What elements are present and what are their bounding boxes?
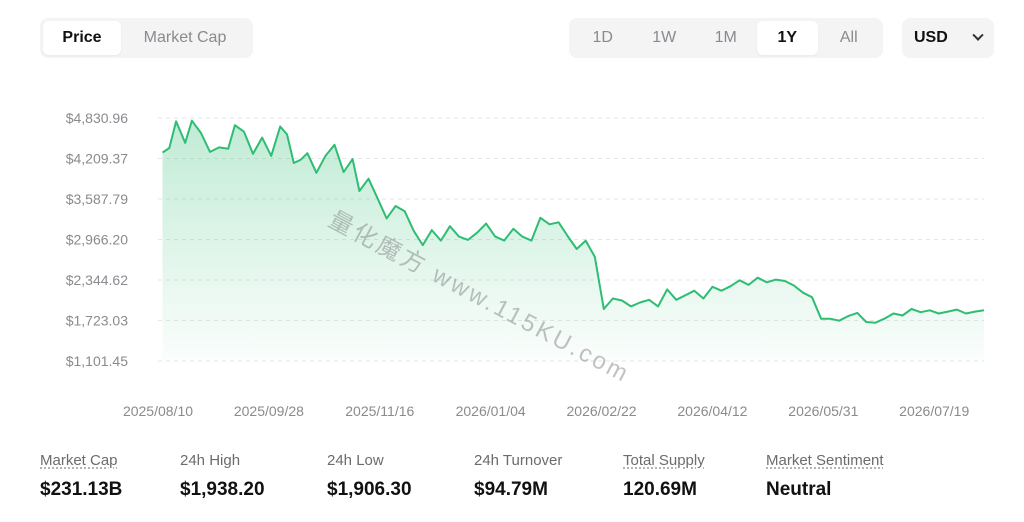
stats-row: Market Cap $231.13B 24h High $1,938.20 2…	[0, 452, 1024, 512]
x-tick-label: 2026/07/19	[899, 403, 969, 419]
stat-label[interactable]: Market Cap	[40, 452, 118, 469]
stat-label[interactable]: Market Sentiment	[766, 452, 884, 469]
x-tick-label: 2026/05/31	[788, 403, 858, 419]
stat-label: 24h Turnover	[474, 452, 563, 469]
stat-value: $94.79M	[474, 479, 548, 500]
range-1y[interactable]: 1Y	[756, 21, 818, 55]
chart-type-tabs: Price Market Cap	[40, 18, 253, 58]
stat-value: Neutral	[766, 479, 832, 500]
y-tick-label: $4,209.37	[66, 151, 128, 167]
stat-label[interactable]: Total Supply	[623, 452, 705, 469]
y-tick-label: $1,101.45	[66, 353, 128, 369]
tab-price[interactable]: Price	[43, 21, 121, 55]
stat-total-supply: Total Supply 120.69M	[623, 452, 705, 501]
stat-market-cap: Market Cap $231.13B	[40, 452, 122, 501]
x-axis: 2025/08/10 2025/09/28 2025/11/16 2026/01/04…	[123, 403, 969, 419]
stat-24h-turnover: 24h Turnover $94.79M	[474, 452, 562, 501]
x-tick-label: 2025/08/10	[123, 403, 193, 419]
x-tick-label: 2025/11/16	[345, 403, 414, 419]
range-1d[interactable]: 1D	[592, 29, 613, 46]
y-tick-label: $1,723.03	[66, 313, 128, 329]
y-axis: $4,830.96 $4,209.37 $3,587.79 $2,966.20 $2,3…	[66, 110, 128, 369]
chevron-down-icon	[972, 29, 984, 41]
stat-value: $1,938.20	[180, 479, 265, 500]
stat-label: 24h Low	[327, 452, 384, 469]
y-tick-label: $2,966.20	[66, 232, 128, 248]
stat-24h-high: 24h High $1,938.20	[180, 452, 265, 501]
price-area	[162, 120, 984, 361]
range-1w[interactable]: 1W	[652, 29, 677, 46]
tab-market-cap[interactable]: Market Cap	[143, 29, 227, 46]
y-tick-label: $2,344.62	[66, 272, 128, 288]
y-tick-label: $3,587.79	[66, 191, 128, 207]
stat-value: 120.69M	[623, 479, 697, 500]
stat-market-sentiment: Market Sentiment Neutral	[766, 452, 884, 501]
currency-value: USD	[914, 29, 948, 46]
stat-value: $1,906.30	[327, 479, 412, 500]
price-line	[161, 119, 985, 324]
range-all[interactable]: All	[839, 29, 858, 46]
time-range-selector: 1D 1W 1M 1Y All	[569, 18, 883, 58]
x-tick-label: 2026/01/04	[456, 403, 526, 419]
currency-select[interactable]: USD	[902, 18, 994, 58]
stat-value: $231.13B	[40, 479, 123, 500]
x-tick-label: 2026/04/12	[677, 403, 747, 419]
x-tick-label: 2025/09/28	[234, 403, 304, 419]
stat-24h-low: 24h Low $1,906.30	[327, 452, 412, 501]
price-chart[interactable]: $4,830.96 $4,209.37 $3,587.79 $2,966.20 $2,3…	[0, 90, 1024, 430]
range-1m[interactable]: 1M	[714, 29, 737, 46]
stat-label: 24h High	[180, 452, 241, 469]
y-tick-label: $4,830.96	[66, 110, 128, 126]
x-tick-label: 2026/02/22	[567, 403, 637, 419]
